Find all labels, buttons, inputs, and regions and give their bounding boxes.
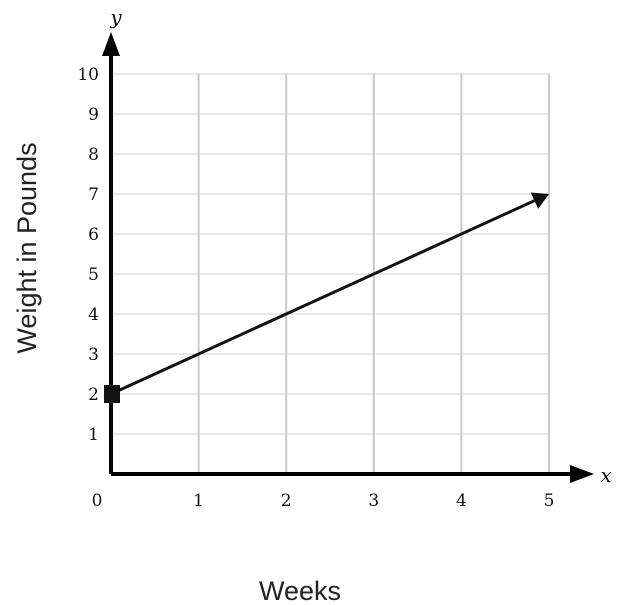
x-tick-label: 4 <box>456 491 467 511</box>
y-axis-arrowhead <box>102 32 120 56</box>
y-tick-label: 6 <box>88 225 99 245</box>
tick-labels: 0 1 2 3 4 5 1 2 3 4 5 6 7 8 9 10 <box>77 65 554 511</box>
y-tick-label: 10 <box>77 65 99 85</box>
x-axis-variable: x <box>600 463 611 487</box>
x-tick-label: 3 <box>368 491 379 511</box>
series-arrowhead <box>530 192 549 209</box>
series-start-marker <box>104 385 120 403</box>
y-axis-variable: y <box>109 5 122 29</box>
grid <box>111 73 550 474</box>
x-tick-label: 5 <box>544 491 555 511</box>
axes <box>102 32 594 483</box>
y-tick-label: 3 <box>88 345 99 365</box>
x-axis-title: Weeks <box>259 576 341 605</box>
series <box>104 192 549 403</box>
y-tick-label: 9 <box>88 105 99 125</box>
x-tick-label: 2 <box>281 491 292 511</box>
x-tick-label: 0 <box>92 491 103 511</box>
y-tick-label: 2 <box>88 385 99 405</box>
y-tick-label: 8 <box>88 145 99 165</box>
y-tick-label: 5 <box>88 265 99 285</box>
x-axis-arrowhead <box>570 465 594 483</box>
series-line <box>110 199 536 396</box>
y-tick-label: 7 <box>88 185 99 205</box>
y-tick-label: 1 <box>88 425 99 445</box>
y-axis-title: Weight in Pounds <box>12 142 42 353</box>
x-tick-label: 1 <box>193 491 204 511</box>
y-tick-label: 4 <box>88 305 99 325</box>
